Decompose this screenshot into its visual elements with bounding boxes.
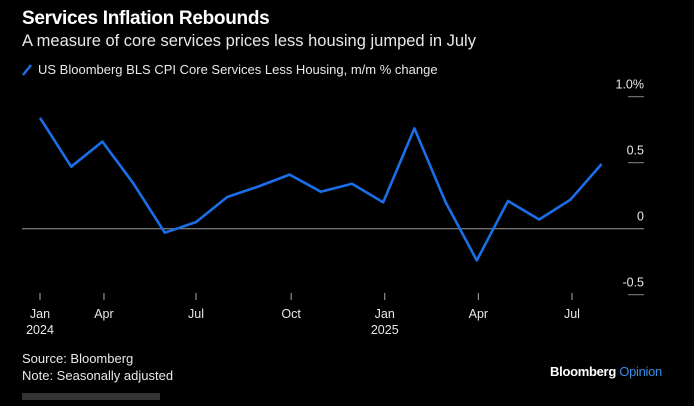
- source-note: Source: Bloomberg: [22, 351, 134, 366]
- x-tick-label: Apr: [94, 307, 113, 321]
- y-tick-label: 0.5: [627, 144, 644, 158]
- x-tick-label: Jul: [188, 307, 204, 321]
- x-tick-label: Apr: [469, 307, 488, 321]
- x-tick-year: 2024: [26, 323, 54, 337]
- series-line: [38, 117, 603, 262]
- legend: US Bloomberg BLS CPI Core Services Less …: [22, 62, 438, 77]
- x-tick-label: Jan: [30, 307, 50, 321]
- legend-swatch-icon: [22, 63, 32, 76]
- scroll-bar: [22, 393, 160, 400]
- x-tick-year: 2025: [371, 323, 399, 337]
- x-tick-label: Jan: [375, 307, 395, 321]
- legend-label: US Bloomberg BLS CPI Core Services Less …: [38, 62, 438, 77]
- x-tick-label: Oct: [281, 307, 301, 321]
- x-tick-label: Jul: [564, 307, 580, 321]
- footnote: Note: Seasonally adjusted: [22, 368, 174, 383]
- bloomberg-opinion-logo: Bloomberg Opinion: [550, 364, 662, 379]
- y-tick-label: -0.5: [622, 276, 644, 290]
- y-tick-label: 0: [637, 210, 644, 224]
- y-tick-label: 1.0%: [616, 78, 645, 92]
- chart-subtitle: A measure of core services prices less h…: [22, 32, 476, 50]
- chart-title: Services Inflation Rebounds: [22, 8, 270, 29]
